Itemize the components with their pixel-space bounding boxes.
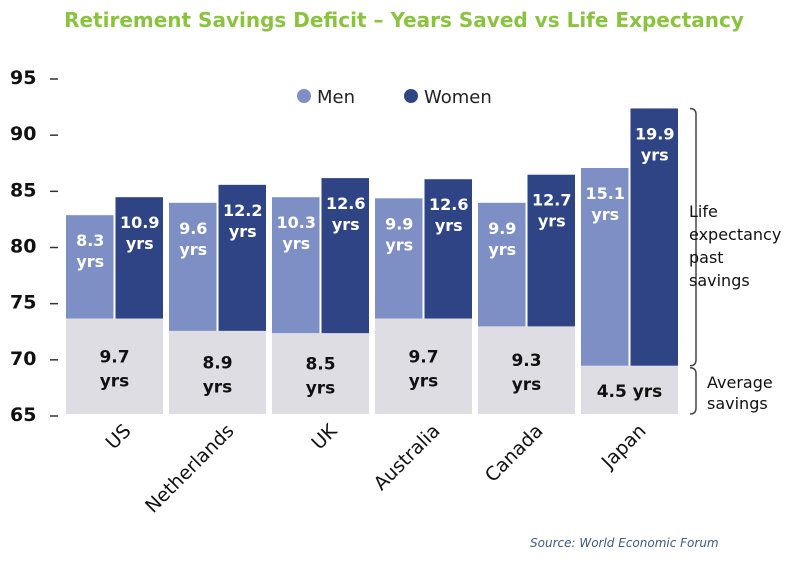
x-tick-label: US: [102, 420, 136, 454]
y-tick-label: 75: [10, 292, 36, 314]
bar-savings: [272, 333, 369, 414]
bar-label-men: 8.3: [76, 231, 104, 250]
savings-label: 9.7: [99, 347, 129, 367]
bar-label-women: 12.6: [326, 194, 365, 213]
savings-label: yrs: [512, 375, 542, 395]
bar-label-women: yrs: [126, 234, 154, 253]
bar-savings: [478, 326, 575, 414]
bar-label-women: yrs: [435, 216, 463, 235]
y-tick-label: 85: [10, 179, 36, 201]
legend-swatch-women: [404, 89, 418, 103]
bar-label-women: 12.2: [223, 201, 262, 220]
bar-women: [630, 108, 678, 366]
savings-label: yrs: [306, 379, 336, 399]
bar-women: [115, 197, 163, 319]
bar-label-men: 9.6: [179, 219, 207, 238]
x-tick-label: UK: [307, 420, 342, 455]
x-tick-label: Netherlands: [141, 420, 238, 517]
bar-men: [66, 215, 114, 319]
savings-label: 4.5 yrs: [597, 382, 663, 402]
bar-men: [169, 202, 217, 331]
bar-women: [321, 178, 369, 334]
bar-savings: [66, 318, 163, 414]
x-tick-label: Canada: [481, 420, 548, 487]
y-tick-label: 80: [10, 236, 36, 258]
bar-savings: [375, 318, 472, 414]
savings-label: yrs: [100, 371, 130, 391]
bar-men: [375, 198, 423, 319]
x-tick-label: Japan: [597, 420, 651, 474]
bar-label-women: 12.7: [532, 191, 571, 210]
savings-label: yrs: [409, 371, 439, 391]
bar-label-men: yrs: [591, 205, 619, 224]
chart-title: Retirement Savings Deficit – Years Saved…: [64, 8, 744, 32]
y-tick-label: 70: [10, 348, 36, 370]
annotation-life-expectancy: expectancy: [689, 225, 781, 244]
savings-label: 9.7: [408, 347, 438, 367]
bar-men: [272, 197, 320, 334]
bar-men: [581, 167, 629, 366]
savings-label: 8.9: [202, 353, 232, 373]
bracket-life-expectancy: [689, 107, 697, 367]
bar-label-men: yrs: [179, 240, 207, 259]
x-tick-label: Australia: [370, 420, 445, 495]
bar-label-men: yrs: [76, 252, 104, 271]
annotation-average-savings: savings: [707, 394, 768, 413]
bar-men: [478, 202, 526, 327]
savings-label: 9.3: [511, 351, 541, 371]
y-tick-label: 90: [10, 123, 36, 145]
bracket-average-savings: [689, 366, 697, 415]
savings-label: yrs: [203, 377, 233, 397]
bar-label-men: 15.1: [586, 184, 625, 203]
bar-label-men: 10.3: [277, 213, 316, 232]
bar-label-men: yrs: [282, 234, 310, 253]
y-tick-label: 65: [10, 404, 36, 426]
bar-label-women: yrs: [229, 222, 257, 241]
bar-label-men: yrs: [385, 235, 413, 254]
source-note: Source: World Economic Forum: [530, 536, 719, 550]
annotation-life-expectancy: Life: [689, 202, 718, 221]
annotation-average-savings: Average: [707, 373, 773, 392]
bar-label-women: yrs: [332, 215, 360, 234]
bar-label-men: 9.9: [385, 214, 413, 233]
bar-women: [218, 184, 266, 331]
bar-women: [527, 174, 575, 327]
bar-label-men: 9.9: [488, 219, 516, 238]
bar-label-women: yrs: [538, 212, 566, 231]
legend-label-women: Women: [424, 87, 492, 108]
bar-label-men: yrs: [488, 240, 516, 259]
bar-savings: [169, 330, 266, 414]
bar-label-women: 12.6: [429, 195, 468, 214]
legend-label-men: Men: [317, 87, 355, 108]
bar-label-women: yrs: [641, 145, 669, 164]
bar-women: [424, 179, 472, 319]
annotation-life-expectancy: past: [689, 248, 724, 267]
legend-swatch-men: [297, 89, 311, 103]
y-tick-label: 95: [10, 67, 36, 89]
bar-label-women: 10.9: [120, 213, 159, 232]
annotation-life-expectancy: savings: [689, 271, 750, 290]
bar-label-women: 19.9: [635, 124, 674, 143]
savings-label: 8.5: [305, 355, 335, 375]
bar-savings: [581, 365, 678, 414]
